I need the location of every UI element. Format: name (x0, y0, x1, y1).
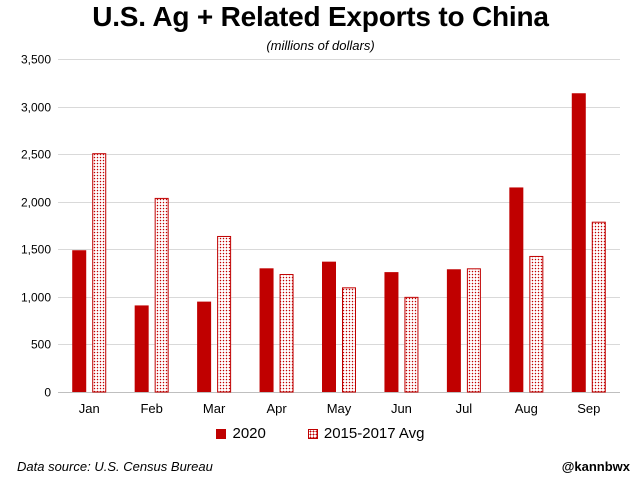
bar-2020-aug (509, 187, 524, 392)
bar-avg-jul (466, 268, 481, 393)
y-tick-label: 2,500 (21, 148, 51, 162)
bar-avg-feb (154, 197, 169, 393)
legend-label-2020: 2020 (232, 425, 266, 442)
legend-label-avg: 2015-2017 Avg (323, 425, 425, 442)
bar-2020-mar (197, 301, 212, 392)
bar-2020-feb (134, 305, 149, 392)
bar-2020-jun (384, 272, 399, 392)
x-tick-label: Jan (79, 401, 100, 416)
author-handle: @kannbwx (561, 459, 630, 474)
y-tick-label: 3,500 (21, 53, 51, 67)
bars (72, 93, 606, 393)
chart-title: U.S. Ag + Related Exports to China (92, 1, 549, 32)
x-tick-label: Jun (391, 401, 412, 416)
bar-avg-jun (404, 296, 419, 393)
y-tick-label: 2,000 (21, 196, 51, 210)
legend-swatch-solid (216, 428, 227, 439)
bar-avg-may (342, 287, 356, 393)
x-tick-label: Feb (140, 401, 162, 416)
bar-avg-mar (217, 235, 232, 393)
x-tick-label: Apr (266, 401, 287, 416)
x-tick-label: Aug (515, 401, 538, 416)
bar-2020-sep (571, 93, 586, 392)
bar-2020-may (322, 261, 336, 392)
gridlines (58, 59, 620, 393)
y-tick-label: 500 (31, 338, 51, 352)
chart-legend: 2020 2015-2017 Avg (0, 425, 641, 442)
legend-swatch-dotted (307, 428, 318, 439)
y-tick-label: 1,500 (21, 243, 51, 257)
y-axis-tick-labels: 0 500 1,000 1,500 2,000 2,500 3,000 3,500 (21, 53, 51, 400)
data-source-note: Data source: U.S. Census Bureau (17, 459, 213, 474)
bar-2020-apr (259, 268, 274, 392)
legend-item-2020: 2020 (216, 425, 266, 442)
bar-avg-sep (591, 221, 606, 393)
x-tick-label: May (327, 401, 352, 416)
legend-item-avg: 2015-2017 Avg (307, 425, 425, 442)
chart-subtitle: (millions of dollars) (266, 38, 375, 53)
x-tick-label: Sep (577, 401, 600, 416)
y-tick-label: 1,000 (21, 291, 51, 305)
bar-avg-apr (279, 274, 294, 393)
bar-avg-jan (92, 153, 107, 393)
bar-2020-jul (446, 269, 461, 392)
y-tick-label: 0 (44, 386, 51, 400)
x-axis-tick-labels: Jan Feb Mar Apr May Jun Jul Aug Sep (79, 401, 601, 416)
x-tick-label: Jul (456, 401, 473, 416)
bar-avg-aug (529, 255, 544, 393)
bar-chart: 0 500 1,000 1,500 2,000 2,500 3,000 3,500 Jan Fe… (21, 53, 620, 416)
y-tick-label: 3,000 (21, 101, 51, 115)
x-tick-label: Mar (203, 401, 226, 416)
bar-2020-jan (72, 250, 87, 392)
